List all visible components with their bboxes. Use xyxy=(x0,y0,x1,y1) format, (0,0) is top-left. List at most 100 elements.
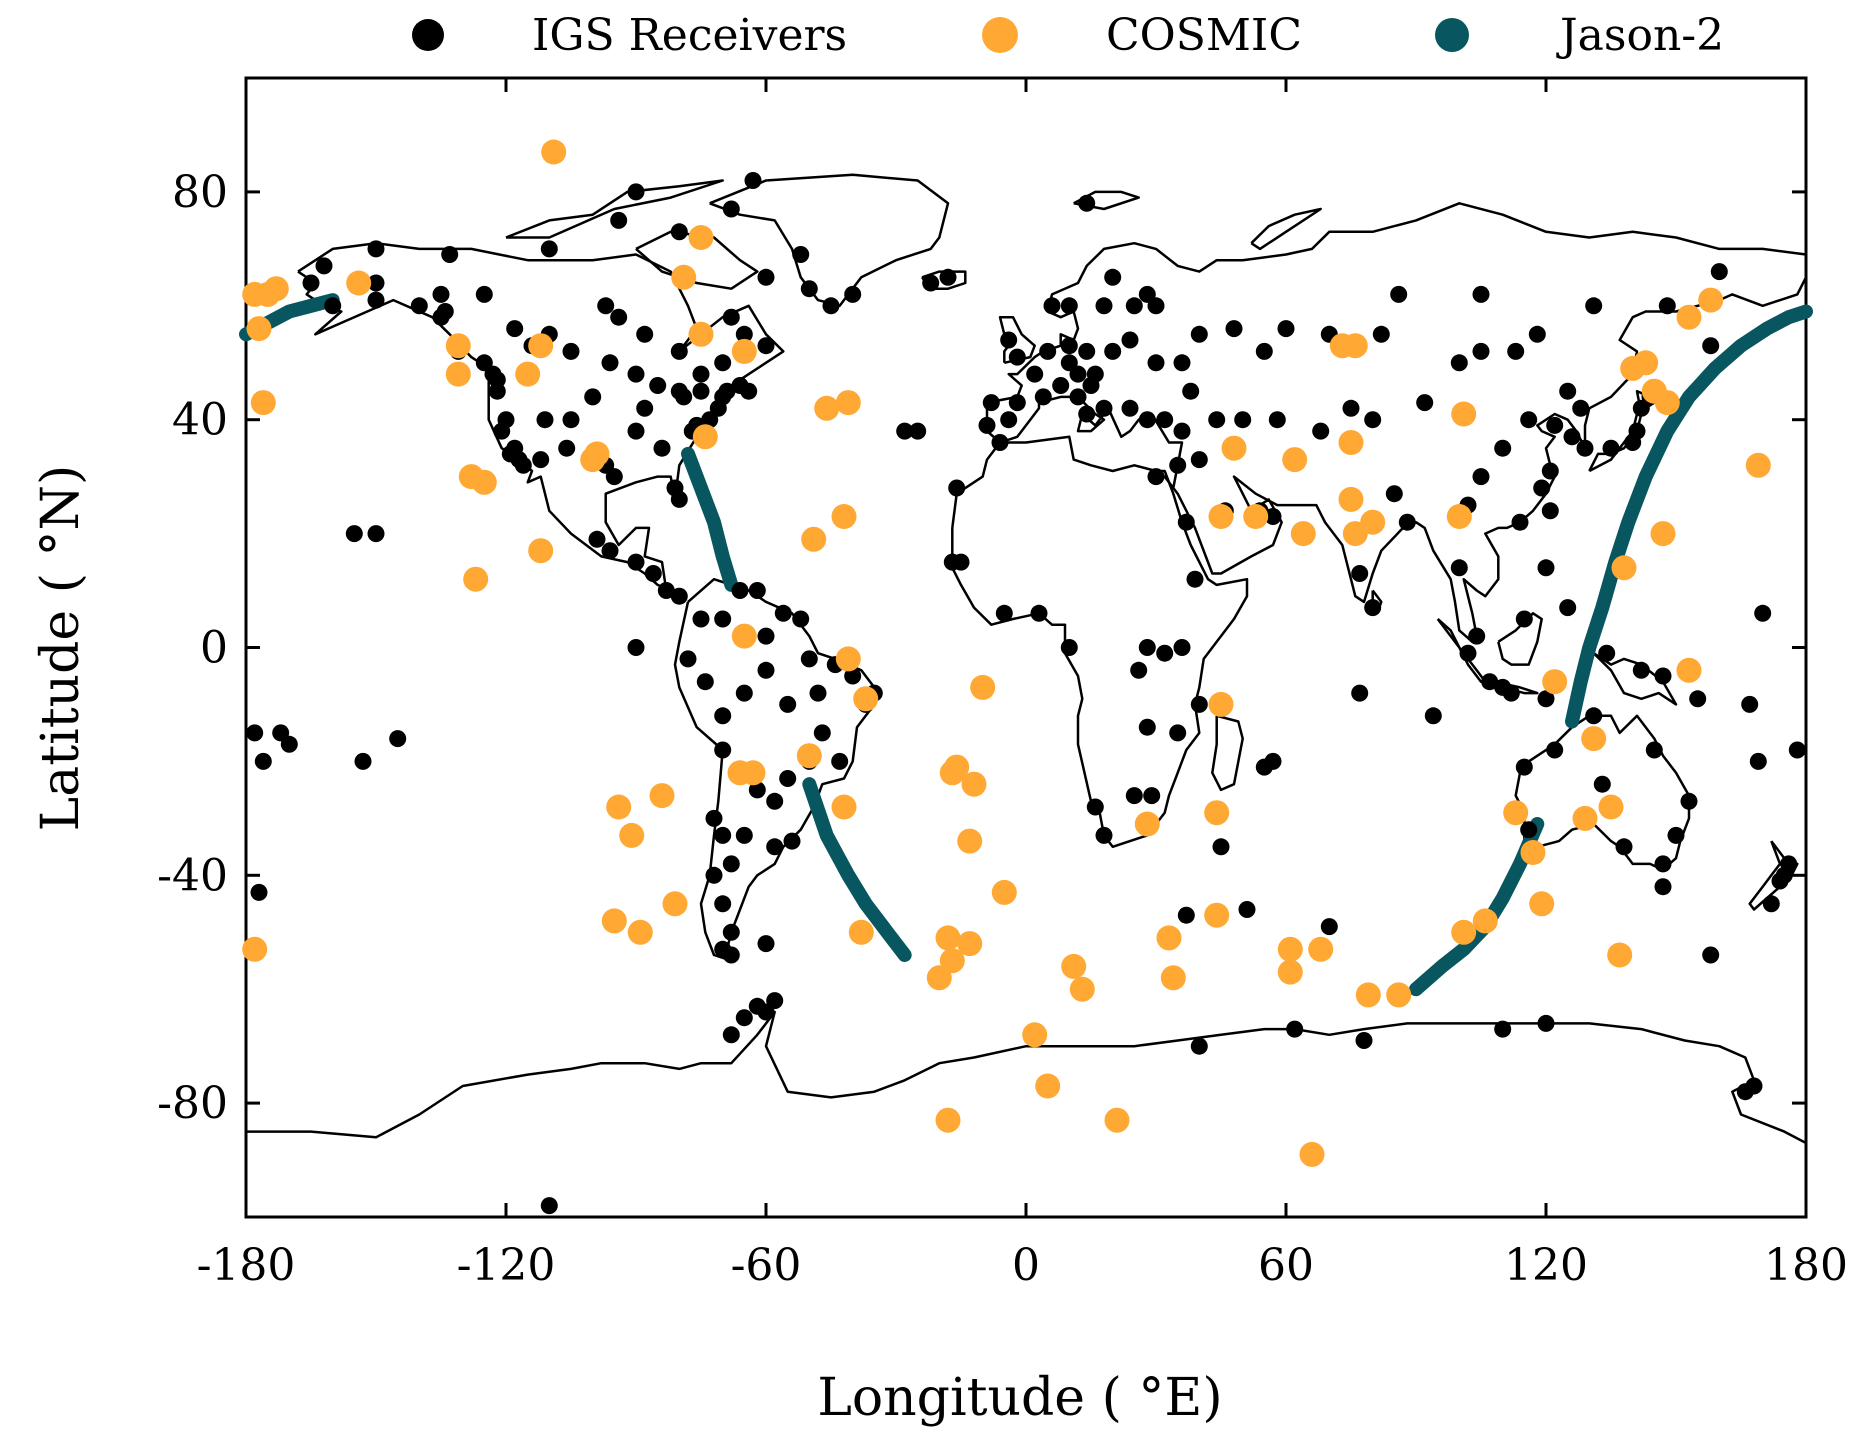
igs-receiver-point xyxy=(432,285,450,303)
igs-receiver-point xyxy=(792,610,810,628)
igs-receiver-point xyxy=(1615,838,1633,856)
cosmic-point xyxy=(250,390,276,416)
cosmic-point xyxy=(242,936,268,962)
cosmic-point xyxy=(1338,430,1364,455)
cosmic-point xyxy=(935,925,961,951)
cosmic-point xyxy=(688,225,714,250)
igs-receiver-point xyxy=(1520,411,1538,429)
cosmic-point xyxy=(831,794,857,820)
igs-receiver-point xyxy=(1286,1020,1304,1038)
igs-receiver-point xyxy=(627,639,645,656)
y-tick-label: -40 xyxy=(157,850,228,901)
igs-receiver-point xyxy=(800,280,818,298)
igs-receiver-point xyxy=(757,661,775,679)
igs-receiver-point xyxy=(1507,342,1525,360)
igs-receiver-point xyxy=(410,297,428,315)
igs-receiver-point xyxy=(562,342,580,360)
cosmic-point xyxy=(1208,691,1234,717)
igs-receiver-point xyxy=(722,855,740,873)
igs-receiver-point xyxy=(1385,485,1403,503)
igs-receiver-point xyxy=(982,394,1000,412)
cosmic-point xyxy=(346,270,372,296)
cosmic-point xyxy=(1360,509,1386,535)
igs-receiver-point xyxy=(1190,325,1208,343)
igs-receiver-point xyxy=(1632,661,1650,679)
cosmic-point xyxy=(1633,350,1659,376)
igs-receiver-point xyxy=(627,183,645,201)
cosmic-point xyxy=(1035,1073,1061,1099)
cosmic-point xyxy=(1104,1107,1130,1133)
igs-receiver-point xyxy=(1069,388,1087,406)
igs-receiver-point xyxy=(800,650,818,668)
igs-receiver-point xyxy=(1576,439,1594,457)
igs-receiver-point xyxy=(1234,411,1252,429)
igs-receiver-point xyxy=(1130,661,1148,679)
igs-receiver-point xyxy=(1537,690,1555,708)
igs-receiver-point xyxy=(696,673,714,691)
igs-receiver-point xyxy=(1186,570,1204,588)
cosmic-point xyxy=(606,794,632,820)
igs-receiver-point xyxy=(1372,325,1390,343)
cosmic-point xyxy=(796,743,822,769)
igs-receiver-point xyxy=(844,667,862,685)
cosmic-point xyxy=(1243,504,1269,529)
igs-receiver-point xyxy=(506,320,524,338)
igs-receiver-point xyxy=(1598,644,1616,662)
cosmic-point xyxy=(1386,982,1412,1008)
igs-receiver-point xyxy=(809,684,827,702)
igs-receiver-point xyxy=(692,382,710,400)
cosmic-point xyxy=(801,526,827,552)
cosmic-point xyxy=(671,264,697,290)
igs-receiver-point xyxy=(1541,462,1559,480)
igs-receiver-point xyxy=(779,770,797,787)
igs-receiver-point xyxy=(1095,297,1113,315)
igs-receiver-point xyxy=(766,838,784,856)
igs-receiver-point xyxy=(1450,559,1468,577)
igs-receiver-point xyxy=(1472,468,1490,486)
igs-receiver-point xyxy=(735,1009,753,1027)
igs-receiver-point xyxy=(501,445,519,463)
igs-receiver-point xyxy=(315,257,333,275)
cosmic-point xyxy=(688,321,714,347)
igs-receiver-point xyxy=(1095,826,1113,844)
jason-2-track xyxy=(802,777,912,962)
igs-receiver-point xyxy=(735,325,753,343)
igs-receiver-point xyxy=(644,565,662,582)
x-tick-label: -120 xyxy=(457,1240,556,1291)
igs-receiver-point xyxy=(1658,297,1676,315)
igs-receiver-point xyxy=(1689,690,1707,708)
igs-receiver-point xyxy=(757,337,775,355)
igs-receiver-point xyxy=(714,707,732,725)
igs-receiver-point xyxy=(1585,707,1603,725)
igs-receiver-point xyxy=(1364,411,1382,429)
igs-receiver-point xyxy=(1762,895,1780,913)
cosmic-point xyxy=(1355,982,1381,1008)
igs-receiver-point xyxy=(1537,559,1555,577)
igs-receiver-point xyxy=(345,525,363,543)
igs-receiver-point xyxy=(584,388,602,406)
cosmic-point xyxy=(515,361,541,387)
cosmic-point xyxy=(835,390,861,416)
igs-receiver-point xyxy=(250,883,268,901)
cosmic-point xyxy=(1277,959,1303,985)
igs-receiver-point xyxy=(1754,604,1772,622)
jason-2-track xyxy=(1409,817,1545,997)
cosmic-point xyxy=(1342,333,1368,359)
y-tick-label: -80 xyxy=(157,1078,228,1129)
igs-receiver-point xyxy=(1190,1037,1208,1055)
igs-receiver-point xyxy=(735,684,753,702)
jason-2-track xyxy=(681,446,739,592)
igs-receiver-point xyxy=(670,342,688,360)
igs-receiver-point xyxy=(610,211,628,229)
igs-receiver-point xyxy=(1745,1077,1763,1095)
igs-receiver-point xyxy=(952,553,970,571)
igs-receiver-point xyxy=(1043,297,1061,315)
cosmic-point xyxy=(1446,504,1472,529)
igs-receiver-point xyxy=(670,382,688,400)
igs-receiver-point xyxy=(1060,639,1078,656)
cosmic-point xyxy=(1572,805,1598,831)
cosmic-point xyxy=(1221,435,1247,461)
cosmic-point xyxy=(528,538,554,564)
igs-receiver-point xyxy=(1095,399,1113,417)
igs-receiver-point xyxy=(1702,337,1720,355)
